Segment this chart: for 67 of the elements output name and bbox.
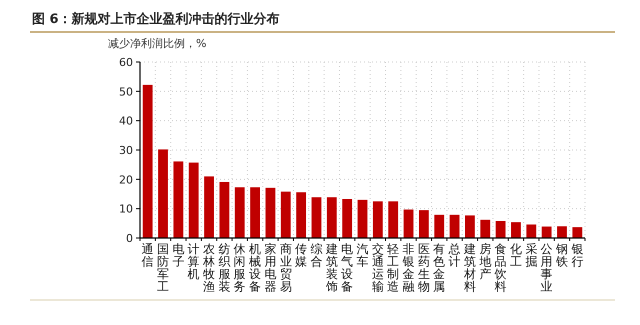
x-tick-label: 传媒 <box>295 242 308 268</box>
x-tick-label: 轻工制造 <box>387 242 400 294</box>
y-tick-label: 20 <box>119 173 133 186</box>
x-tick-label: 总计 <box>448 242 461 268</box>
bar <box>450 214 460 238</box>
y-tick-label: 40 <box>119 114 133 128</box>
bar <box>418 210 429 238</box>
bar <box>173 161 184 238</box>
x-tick-label: 电子 <box>172 242 184 268</box>
chart-title: 图 6：新规对上市企业盈利冲击的行业分布 <box>32 11 280 27</box>
x-tick-label: 休闲服务 <box>234 242 246 294</box>
x-tick-label: 建筑装饰 <box>324 242 338 294</box>
bar <box>526 224 536 238</box>
x-tick-label: 银行 <box>570 242 584 268</box>
bar <box>142 84 153 238</box>
x-tick-label: 化工 <box>510 242 522 268</box>
x-tick-label: 商业贸易 <box>280 242 292 294</box>
bar <box>557 226 567 238</box>
bar <box>234 187 245 238</box>
x-tick-label: 非银金融 <box>402 242 415 294</box>
y-tick-label: 50 <box>119 85 133 98</box>
x-tick-label: 国防军工 <box>157 242 170 294</box>
bar <box>158 149 168 238</box>
bar <box>542 226 552 238</box>
x-tick-label: 有色金属 <box>433 242 446 294</box>
x-tick-label: 交通运输 <box>372 242 384 294</box>
bar <box>480 220 490 238</box>
x-tick-label: 纺织服装 <box>218 242 230 294</box>
x-tick-label: 计算机 <box>188 242 200 281</box>
x-tick-label: 综合 <box>310 242 322 268</box>
bar <box>372 201 383 238</box>
bar <box>511 222 521 238</box>
bar <box>465 215 475 238</box>
bar <box>204 176 214 238</box>
x-tick-label: 家用电器 <box>264 242 276 294</box>
bar <box>342 198 352 238</box>
x-tick-label: 通信 <box>142 242 154 268</box>
bar <box>326 197 337 238</box>
bar <box>188 162 199 238</box>
y-tick-label: 10 <box>119 202 133 216</box>
bar <box>219 182 230 238</box>
x-tick-label: 医药生物 <box>418 242 430 294</box>
x-tick-label: 汽车 <box>356 242 368 268</box>
x-tick-label: 钢铁 <box>554 242 568 268</box>
bar <box>280 192 291 238</box>
y-tick-label: 60 <box>119 56 133 69</box>
bar <box>388 201 398 238</box>
x-tick-label: 电气设备 <box>341 242 354 294</box>
x-tick-label: 房地产 <box>478 242 492 281</box>
bar <box>404 210 414 238</box>
bar <box>312 197 322 238</box>
x-tick-label: 采掘 <box>525 242 538 268</box>
y-axis-title: 减少净利润比例，% <box>108 37 206 50</box>
x-tick-label: 机械设备 <box>249 242 262 294</box>
y-tick-label: 0 <box>126 232 133 245</box>
bar <box>496 220 506 238</box>
x-tick-label: 农林牧渔 <box>202 242 216 294</box>
x-tick-label: 食品饮料 <box>494 242 507 294</box>
x-tick-label: 建筑材料 <box>462 242 476 294</box>
bar <box>250 187 260 238</box>
y-tick-label: 30 <box>119 144 133 157</box>
bar <box>434 214 444 238</box>
bar <box>296 192 306 238</box>
bar <box>572 227 582 238</box>
bar <box>358 200 368 238</box>
x-tick-label: 公用事业 <box>540 242 553 294</box>
bar <box>266 188 276 238</box>
